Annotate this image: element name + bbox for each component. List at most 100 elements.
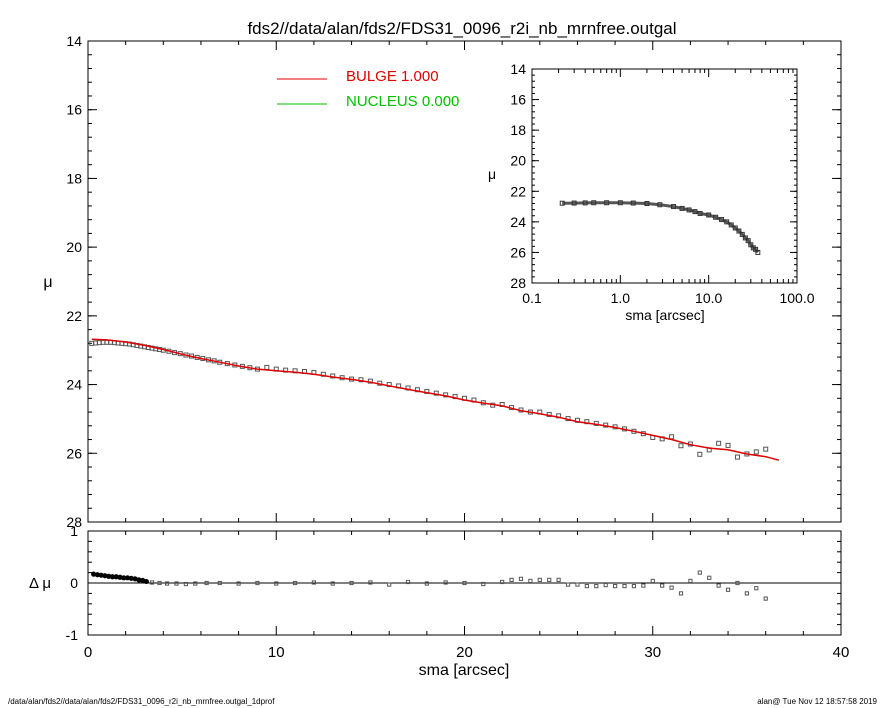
main-model-series: [91, 338, 780, 461]
residual-point: [217, 580, 222, 586]
residual-panel: 10-10 10 20 30 40 Δ μ sma [arcsec]: [29, 523, 849, 679]
residual-point: [330, 581, 335, 586]
residual-point: [405, 579, 411, 585]
observed-point: [697, 451, 703, 457]
residual-point: [735, 580, 740, 586]
residual-point: [660, 583, 665, 588]
inset-plot-frame: [531, 68, 798, 284]
x-tick-label: 20: [456, 644, 473, 661]
inset-point: [732, 225, 738, 231]
residual-point: [575, 582, 580, 587]
inset-x-axis-label: sma [arcsec]: [625, 307, 704, 323]
inset-point: [644, 201, 650, 207]
bulge-model-line: [91, 338, 780, 461]
residual-point: [584, 584, 589, 589]
residual-point: [754, 586, 759, 591]
residual-point: [443, 580, 448, 585]
footer-right: alan@ Tue Nov 12 18:57:58 2019: [757, 697, 877, 706]
residual-point: [537, 577, 542, 582]
residual-point: [109, 574, 116, 580]
residual-point: [744, 591, 749, 596]
residual-point: [725, 587, 731, 592]
observed-point: [433, 390, 439, 396]
inset-observed-points: [559, 200, 761, 255]
observed-point: [734, 454, 740, 460]
residual-point: [143, 578, 149, 585]
residual-point: [236, 581, 241, 586]
inset-point: [582, 200, 588, 206]
inset-profile-band: [562, 201, 760, 254]
main-observed-points: [89, 339, 769, 460]
inset-y-tick-label: 16: [510, 92, 526, 108]
residual-point: [547, 577, 552, 582]
inset-y-axis-label: μ: [488, 166, 496, 182]
inset-point: [736, 228, 742, 234]
observed-point: [264, 364, 270, 370]
residual-point: [613, 584, 618, 589]
inset-point: [706, 212, 712, 218]
residual-y-axis-label: Δ μ: [29, 575, 51, 592]
legend: BULGE 1.000 NUCLEUS 0.000: [277, 68, 459, 110]
residual-point: [641, 583, 646, 588]
observed-point: [753, 449, 759, 455]
y-tick-label: 14: [66, 33, 82, 49]
inset-point: [604, 200, 610, 206]
x-axis-label: sma [arcsec]: [419, 662, 510, 679]
x-tick-label: 40: [833, 644, 850, 661]
residual-point: [688, 578, 693, 584]
residual-point: [500, 579, 505, 585]
residual-point: [716, 583, 721, 588]
inset-point: [728, 222, 734, 228]
residual-point: [697, 570, 702, 575]
residual-axis-ticks: 10-10 10 20 30 40: [66, 523, 850, 661]
inset-axis-ticks: 14 16 18 20 22 24 26 280.1 1.0 10.0 100.0: [510, 61, 814, 306]
main-y-axis-label: μ: [43, 274, 52, 291]
y-tick-label: 18: [66, 170, 82, 186]
inset-x-tick-label: 0.1: [522, 290, 542, 306]
residual-point: [650, 578, 655, 584]
inset-point: [686, 207, 692, 213]
residual-point: [193, 581, 198, 586]
x-tick-label: 30: [644, 644, 661, 661]
residual-y-tick-label: 1: [70, 523, 78, 539]
y-tick-label: 28: [66, 514, 82, 530]
residual-point: [763, 596, 768, 601]
residual-point: [164, 581, 170, 586]
x-tick-label: 10: [268, 644, 285, 661]
x-tick-label: 0: [84, 644, 92, 661]
inset-point: [713, 214, 719, 220]
residual-point: [292, 580, 298, 586]
observed-point: [669, 434, 675, 440]
footer-left: /data/alan/fds2//data/alan/fds2/FDS31_00…: [8, 697, 275, 706]
inset-panel: 14 16 18 20 22 24 26 280.1 1.0 10.0 100.0 μ sma [a…: [488, 61, 815, 323]
inset-point: [755, 249, 761, 255]
inset-y-tick-label: 18: [510, 122, 526, 138]
inset-point: [742, 235, 748, 241]
residual-point: [528, 578, 533, 584]
residual-point: [157, 580, 162, 586]
inset-point: [679, 205, 685, 211]
inset-point: [724, 219, 730, 225]
inset-point: [591, 200, 597, 206]
main-axis-ticks: 14 16 18 20 22 24 26 28: [66, 33, 842, 530]
observed-point: [678, 443, 684, 449]
residual-point: [594, 584, 599, 589]
residual-point: [387, 582, 392, 587]
residual-point: [183, 581, 188, 587]
residual-point: [462, 580, 467, 586]
legend-nucleus-label: NUCLEUS 0.000: [346, 93, 459, 110]
inset-x-tick-label: 10.0: [695, 290, 722, 306]
residual-point: [121, 575, 127, 581]
inset-y-tick-label: 28: [510, 275, 526, 291]
residual-point: [509, 577, 514, 582]
inset-point: [657, 202, 663, 208]
residual-point: [149, 580, 155, 585]
residual-point: [424, 581, 429, 586]
residual-point: [622, 584, 627, 589]
residual-point: [255, 580, 260, 586]
residual-point: [631, 584, 637, 589]
residual-y-tick-label: 0: [70, 575, 78, 591]
inset-point: [559, 200, 565, 206]
residual-point: [174, 581, 179, 586]
